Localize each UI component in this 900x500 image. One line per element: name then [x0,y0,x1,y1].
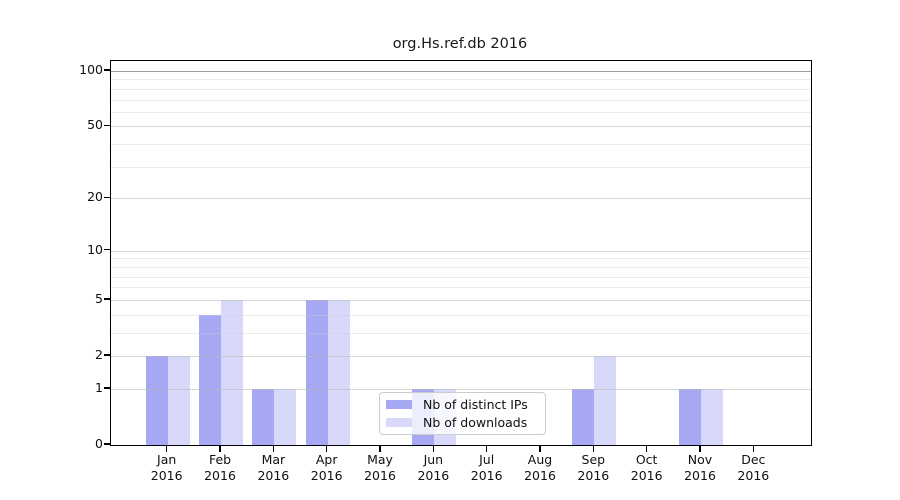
x-tick-mark [325,445,328,452]
bar-feb-distinct-ips [199,314,222,445]
y-tick-label-10: 10 [87,241,103,257]
bar-apr-distinct-ips [305,299,328,445]
legend: Nb of distinct IPs Nb of downloads [379,392,546,435]
legend-item-downloads: Nb of downloads [386,415,539,430]
y-tick-mark [104,443,110,445]
bar-nov-downloads [701,388,723,445]
x-tick-mark [752,445,755,452]
bar-sep-downloads [594,356,617,445]
x-tick-label-dec: Dec 2016 [737,452,770,483]
x-tick-mark [165,445,168,452]
y-tick-label-2: 2 [95,346,103,362]
x-tick-mark [645,445,648,452]
y-tick-label-50: 50 [87,117,103,133]
x-tick-mark [485,445,488,452]
x-tick-mark [272,445,275,452]
x-tick-label-jun: Jun 2016 [417,452,450,483]
x-tick-label-jul: Jul 2016 [470,452,503,483]
x-tick-label-apr: Apr 2016 [310,452,343,483]
x-tick-mark [539,445,541,452]
x-tick-label-nov: Nov 2016 [684,452,716,483]
bars-layer [111,61,811,445]
x-tick-label-jan: Jan 2016 [150,452,183,483]
bar-feb-downloads [221,299,244,445]
x-tick-label-mar: Mar 2016 [257,452,290,483]
legend-label: Nb of distinct IPs [423,397,528,413]
x-tick-label-sep: Sep 2016 [577,452,610,483]
bar-mar-distinct-ips [252,388,275,445]
y-tick-label-0: 0 [95,436,103,451]
y-tick-mark [104,248,110,251]
y-tick-label-100: 100 [79,62,103,77]
x-tick-label-oct: Oct 2016 [630,452,663,483]
x-tick-label-may: May 2016 [364,452,396,483]
x-tick-label-feb: Feb 2016 [204,452,236,483]
bar-sep-distinct-ips [572,388,595,445]
x-tick-label-aug: Aug 2016 [524,452,556,483]
downloads-swatch-icon [386,417,412,427]
legend-label: Nb of downloads [423,414,528,430]
distinct-ips-swatch-icon [386,400,412,410]
x-tick-mark [592,445,595,452]
y-tick-label-5: 5 [95,290,103,306]
legend-item-distinct-ips: Nb of distinct IPs [386,397,539,412]
y-tick-mark [104,387,110,389]
y-tick-mark [104,298,110,300]
plot-area [110,60,812,446]
y-tick-mark [104,69,110,71]
x-tick-mark [219,445,221,452]
bar-jan-downloads [167,356,190,445]
y-tick-mark [104,196,110,199]
chart-title: org.Hs.ref.db 2016 [392,36,528,52]
bar-apr-downloads [327,299,350,445]
bar-jan-distinct-ips [145,356,168,445]
y-tick-mark [104,354,110,356]
bar-nov-distinct-ips [679,388,701,445]
y-tick-mark [104,124,110,127]
x-tick-mark [432,445,435,452]
bar-mar-downloads [274,388,297,445]
x-tick-mark [699,445,701,452]
y-tick-label-1: 1 [95,379,103,395]
y-tick-label-20: 20 [87,189,103,205]
x-tick-mark [379,445,381,452]
